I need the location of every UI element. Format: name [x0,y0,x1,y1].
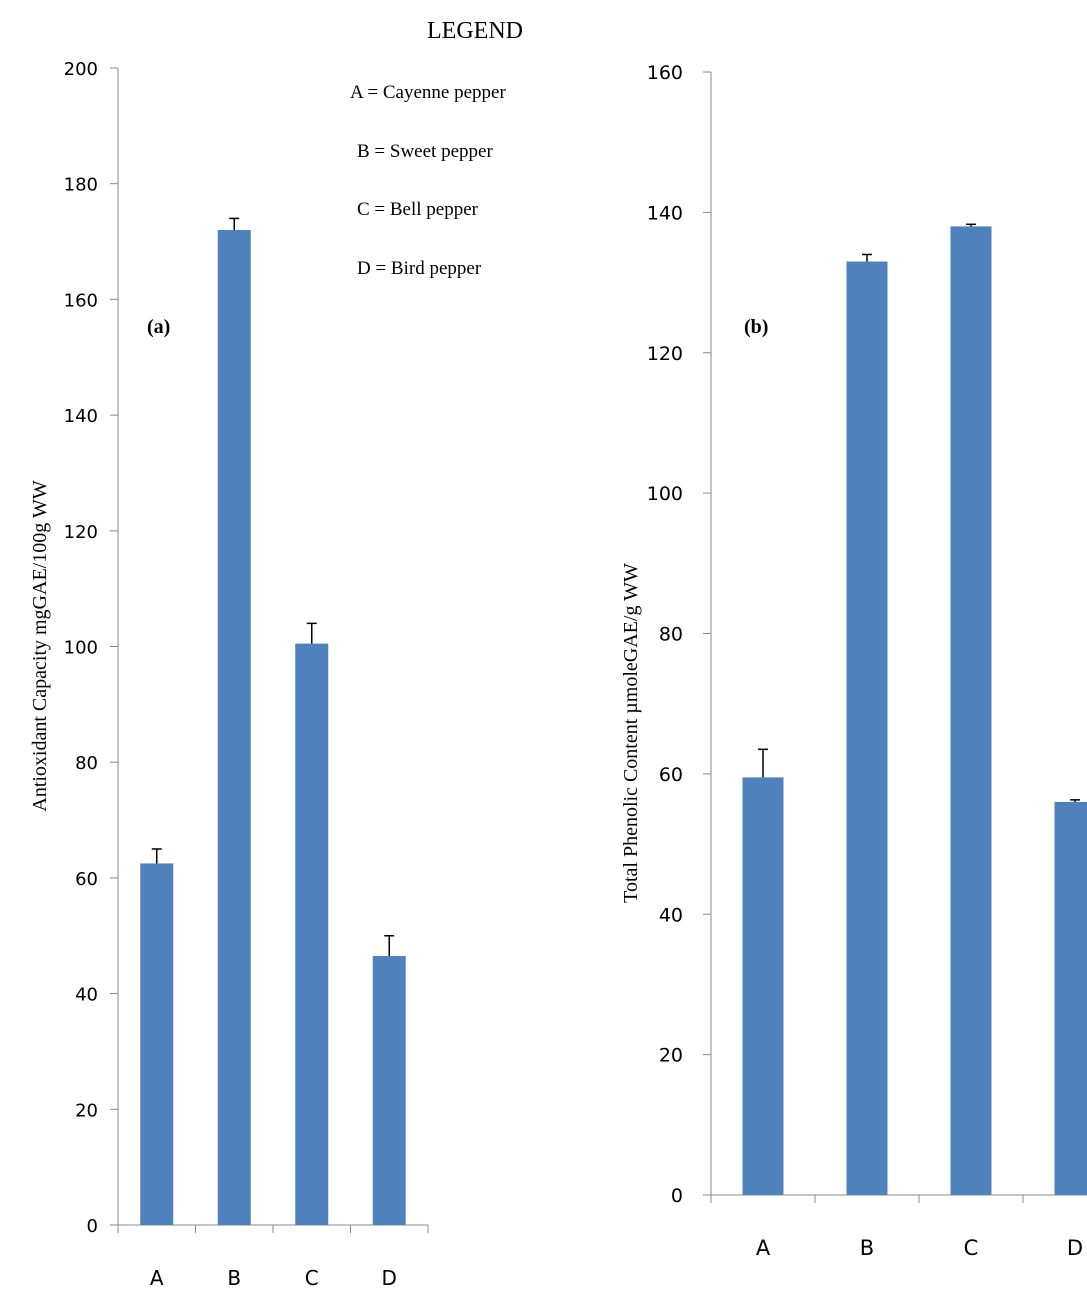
y-tick-label-b-7: 140 [647,202,683,224]
legend-entry-a: A = Cayenne pepper [350,82,506,103]
x-tick-label-a-c: C [305,1266,319,1290]
bar-a-b [217,229,251,1226]
legend-entry-c: C = Bell pepper [357,199,479,220]
bar-b-b [846,261,888,1196]
y-tick-label-b-2: 40 [659,904,683,926]
y-tick-label-b-3: 60 [659,764,683,786]
y-tick-label-a-10: 200 [64,59,98,80]
y-tick-label-a-7: 140 [64,406,98,427]
y-tick-label-b-6: 120 [647,343,683,365]
y-tick-label-a-9: 180 [64,175,98,196]
legend-title: LEGEND [427,18,523,44]
x-tick-label-b-d: D [1067,1236,1083,1260]
legend: LEGEND A = Cayenne pepper B = Sweet pepp… [350,18,523,279]
x-tick-label-a-b: B [227,1266,241,1290]
x-tick-label-b-a: A [756,1236,771,1260]
y-tick-label-a-1: 20 [75,1100,98,1121]
bar-b-d [1054,801,1087,1195]
y-tick-label-a-6: 120 [64,522,98,543]
panel-label-a: (a) [147,316,170,338]
bar-b-a [742,777,784,1195]
y-tick-label-a-8: 160 [64,290,98,311]
x-tick-label-a-a: A [150,1266,164,1290]
bar-a-d [372,955,406,1225]
chart-antioxidant-capacity: (a) Antioxidant Capacity mgGAE/100g WW 0… [29,59,429,1290]
y-axis-label-b: Total Phenolic Content µmoleGAE/g WW [620,563,642,903]
y-tick-label-b-1: 20 [659,1045,683,1067]
bar-b-c [950,226,992,1196]
x-tick-label-a-d: D [382,1266,397,1290]
chart-total-phenolic-content: (b) Total Phenolic Content µmoleGAE/g WW… [620,62,1087,1260]
legend-entry-d: D = Bird pepper [357,258,482,279]
y-tick-label-a-3: 60 [75,869,98,890]
x-tick-label-b-c: C [964,1236,979,1260]
y-tick-label-b-8: 160 [647,62,683,84]
y-tick-label-a-4: 80 [75,753,98,774]
y-tick-label-b-5: 100 [647,483,683,505]
y-tick-label-a-0: 0 [87,1216,98,1237]
legend-entry-b: B = Sweet pepper [357,141,493,162]
bar-a-a [140,863,174,1225]
x-tick-label-b-b: B [860,1236,874,1260]
y-tick-label-a-5: 100 [64,638,98,659]
panel-label-b: (b) [744,316,768,338]
y-tick-label-a-2: 40 [75,985,98,1006]
y-tick-label-b-4: 80 [659,624,683,646]
y-tick-label-b-0: 0 [671,1185,683,1207]
bar-a-c [295,643,329,1225]
y-axis-label-a: Antioxidant Capacity mgGAE/100g WW [29,480,51,811]
